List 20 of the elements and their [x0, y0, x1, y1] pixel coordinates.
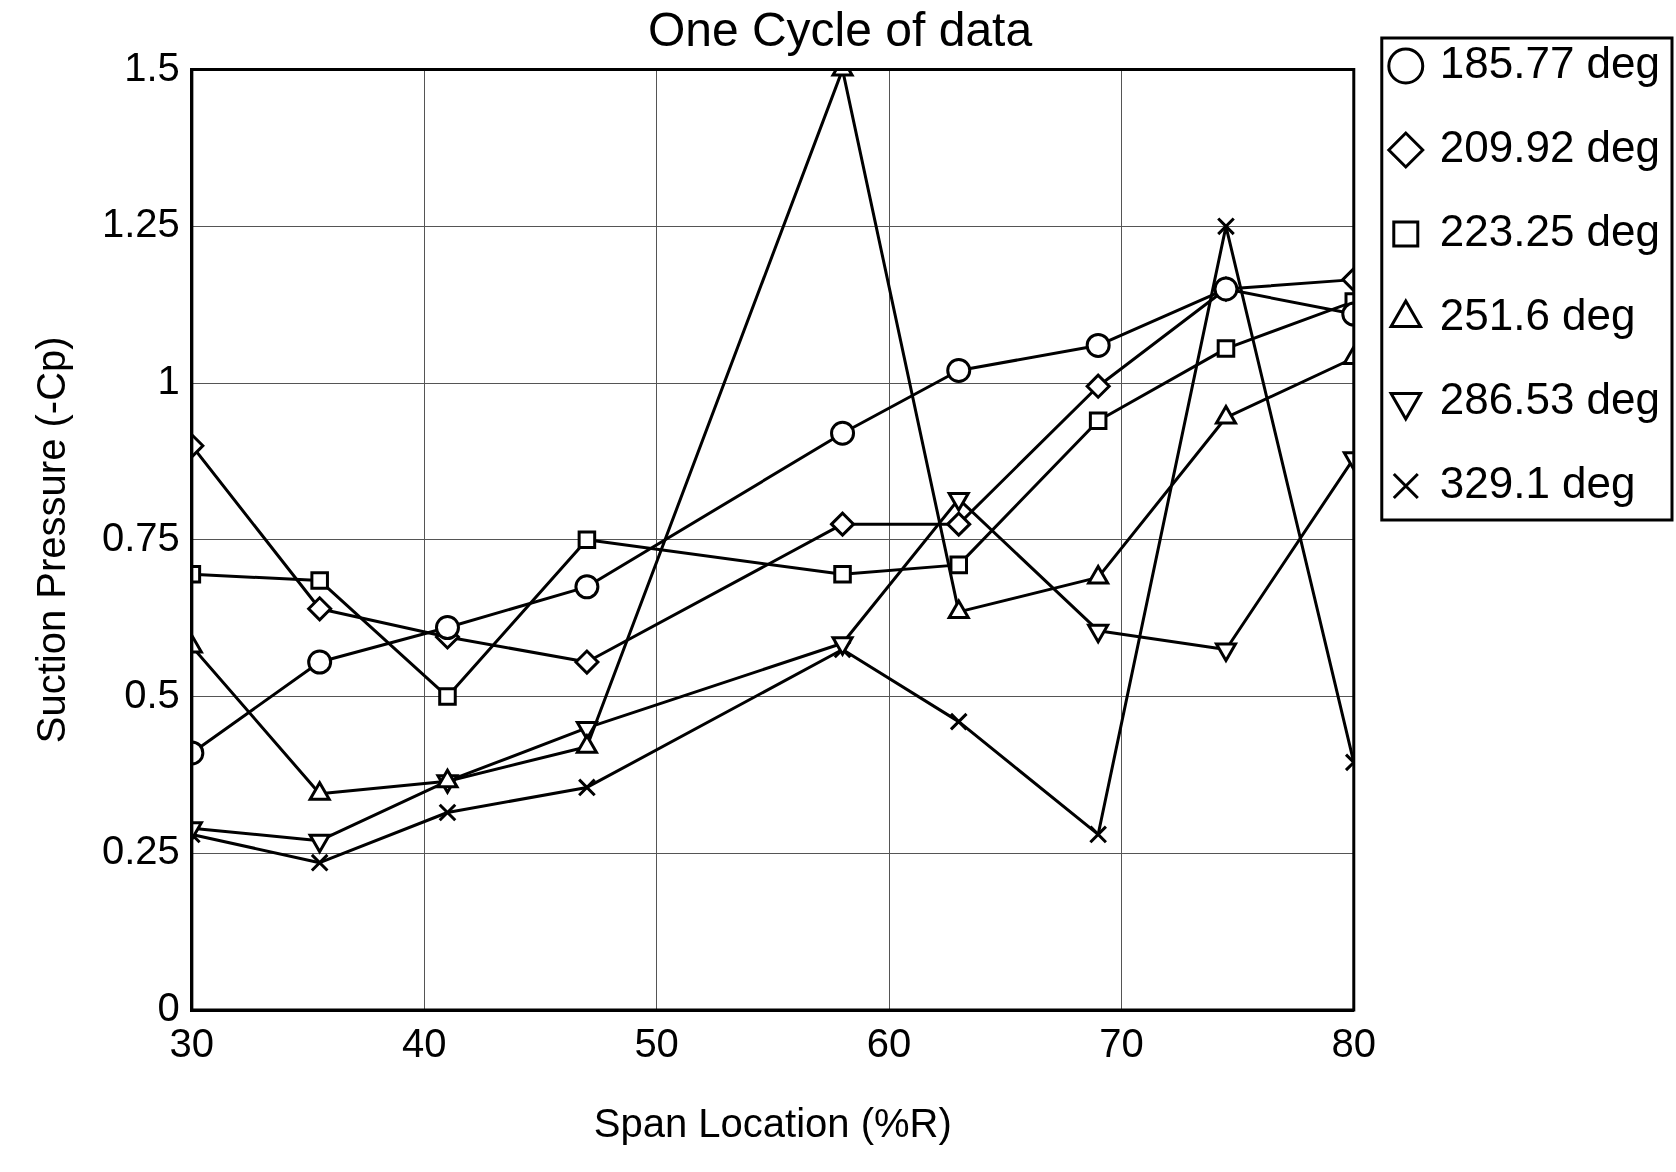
x-tick-label: 60	[866, 1021, 912, 1066]
x-axis-title: Span Location (%R)	[593, 1101, 952, 1146]
y-tick-label: 0.75	[101, 514, 180, 559]
legend-label: 185.77 deg	[1439, 38, 1660, 88]
legend-label: 209.92 deg	[1439, 122, 1660, 172]
y-tick-label: 0.5	[124, 671, 180, 716]
legend-label: 286.53 deg	[1439, 374, 1660, 424]
y-axis-title: Suction Pressure (-Cp)	[29, 336, 74, 744]
legend-label: 251.6 deg	[1439, 290, 1636, 340]
chart-title: One Cycle of data	[647, 3, 1033, 57]
legend-label: 223.25 deg	[1439, 206, 1660, 256]
y-tick-label: 1.25	[101, 201, 180, 246]
legend-label: 329.1 deg	[1439, 458, 1636, 508]
y-tick-label: 0.25	[101, 828, 180, 873]
x-tick-label: 40	[401, 1021, 447, 1066]
x-tick-label: 50	[634, 1021, 679, 1066]
y-tick-label: 1	[157, 358, 180, 403]
x-tick-label: 80	[1331, 1021, 1377, 1066]
y-tick-label: 1.5	[124, 44, 180, 89]
x-tick-label: 70	[1099, 1021, 1144, 1066]
